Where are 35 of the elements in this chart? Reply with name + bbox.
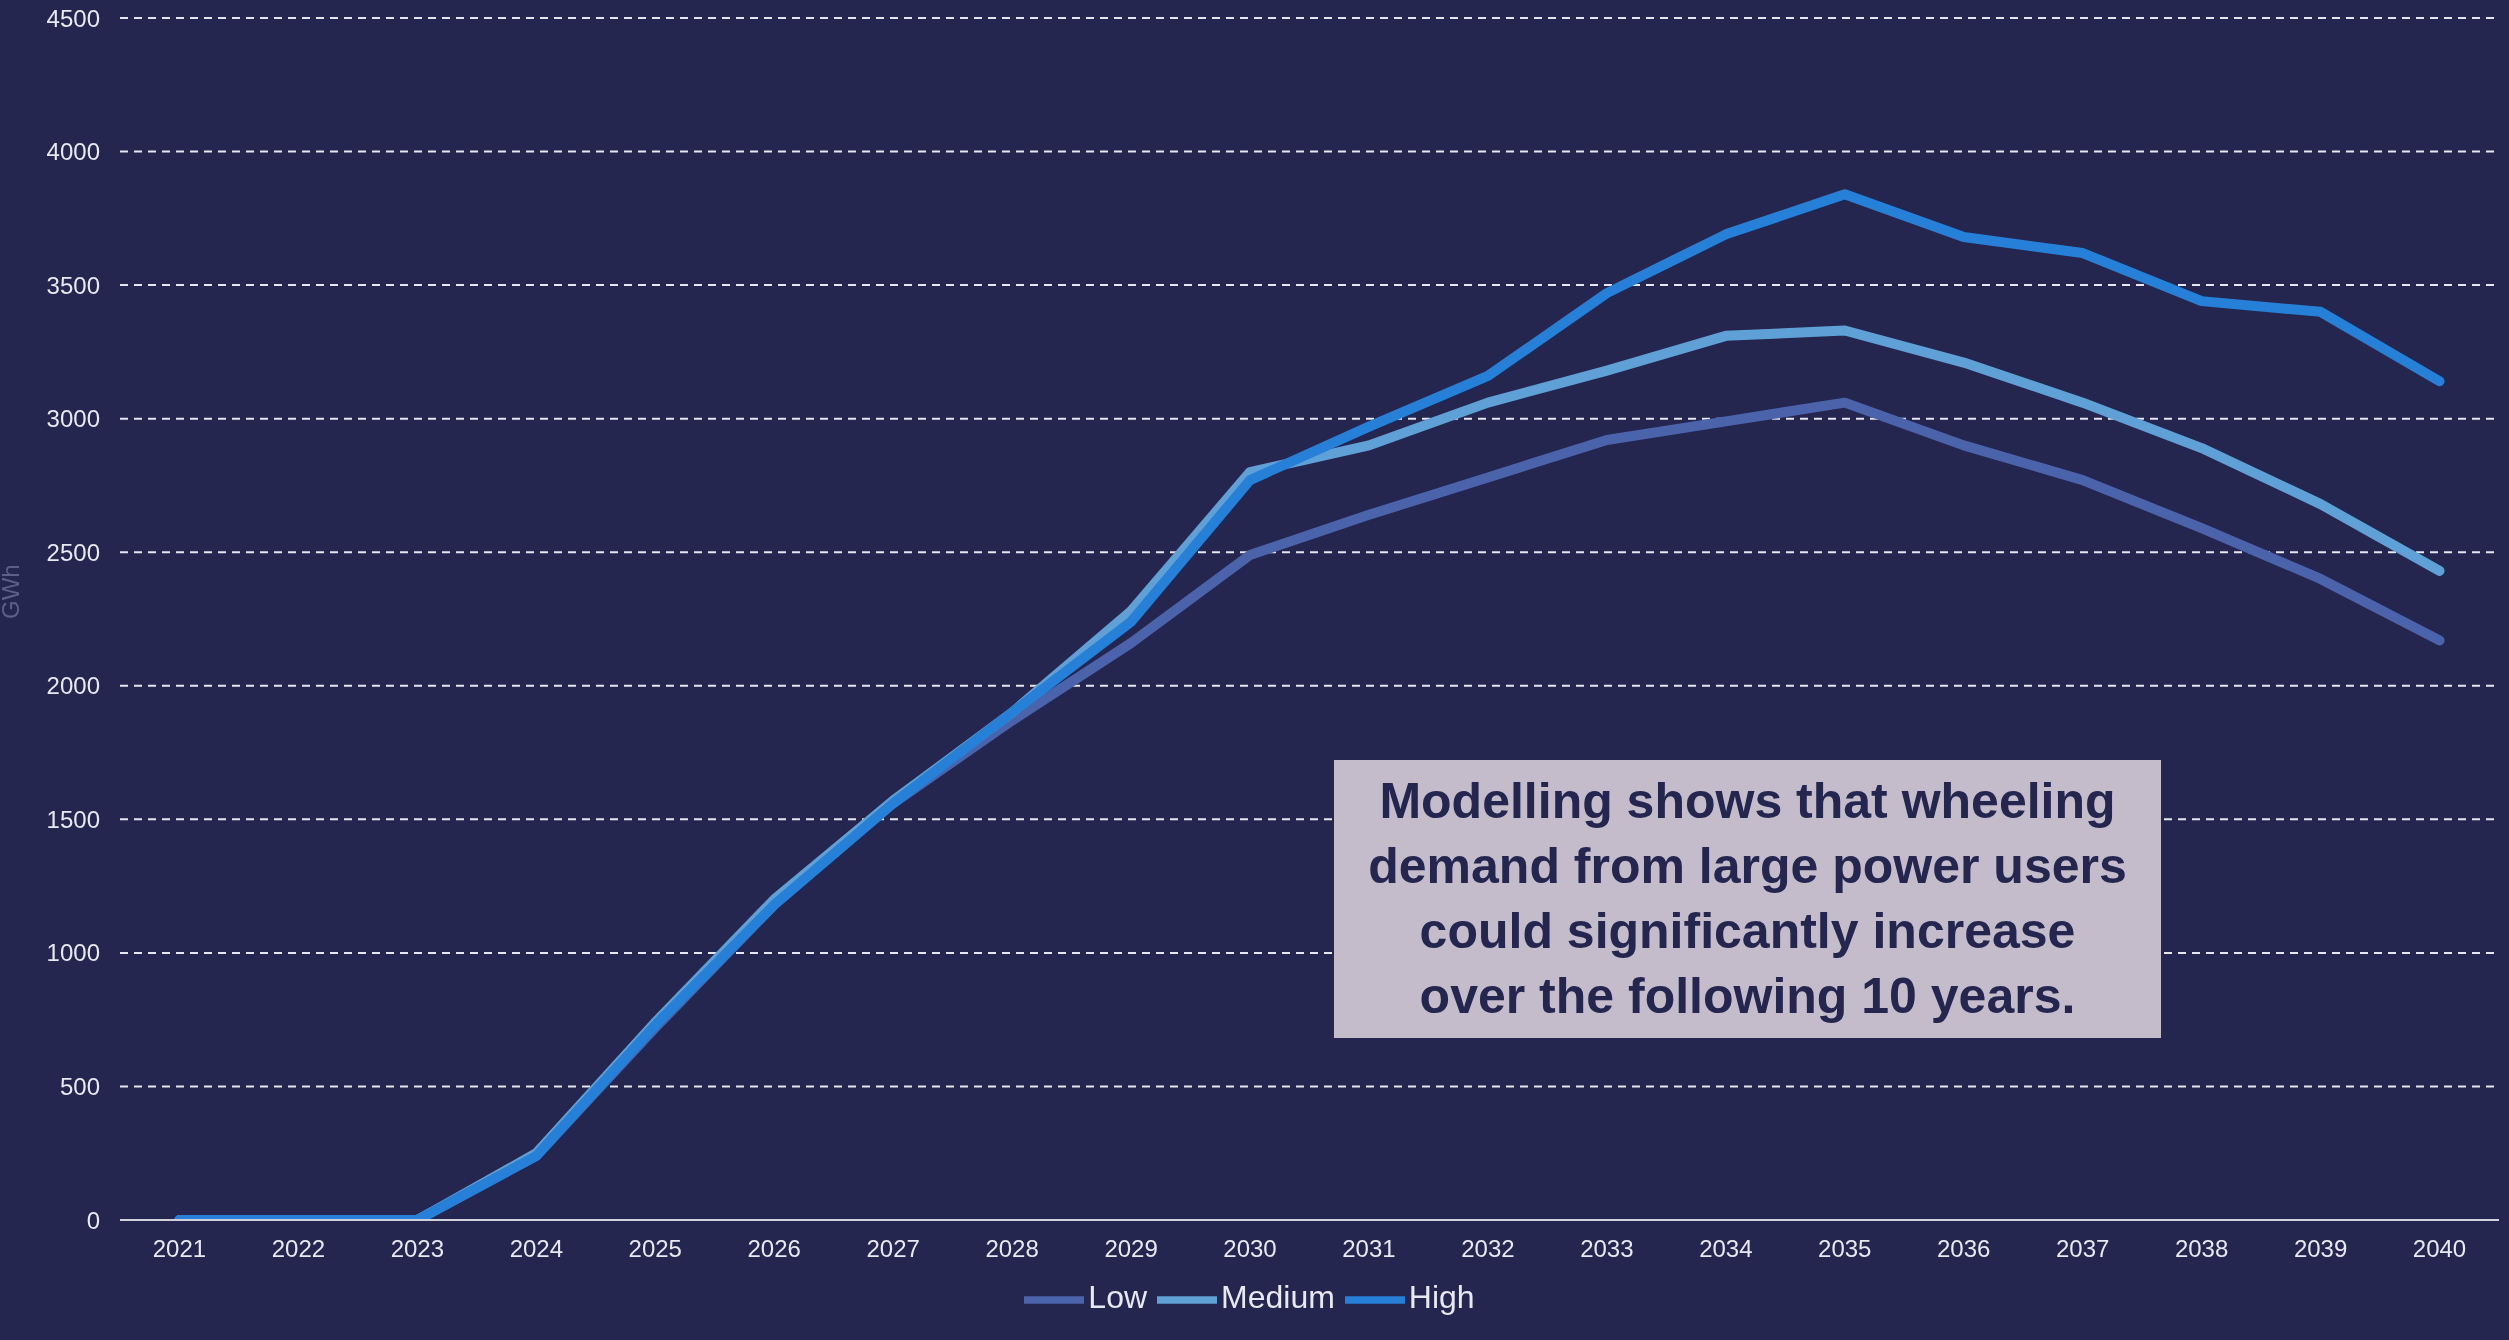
x-tick-label: 2028 <box>985 1235 1039 1263</box>
legend-label: High <box>1408 1279 1475 1316</box>
legend-label: Low <box>1088 1279 1148 1316</box>
legend-label: Medium <box>1221 1279 1335 1316</box>
x-tick-label: 2027 <box>866 1235 920 1263</box>
x-tick-label: 2029 <box>1104 1235 1158 1263</box>
y-tick-label: 4500 <box>46 4 100 32</box>
x-tick-label: 2034 <box>1699 1235 1753 1263</box>
x-tick-label: 2025 <box>628 1235 682 1263</box>
x-tick-label: 2035 <box>1818 1235 1872 1263</box>
y-tick-label: 1500 <box>46 805 100 833</box>
annotation: Modelling shows that wheeling demand from large power users could significantly increase over the following 10 years. <box>1334 760 2161 1038</box>
x-tick-label: 2031 <box>1342 1235 1396 1263</box>
y-tick-label: 1000 <box>46 939 100 967</box>
x-tick-label: 2021 <box>152 1235 207 1263</box>
x-tick-label: 2022 <box>271 1235 326 1263</box>
x-tick-label: 2036 <box>1937 1235 1991 1263</box>
x-tick-label: 2038 <box>2174 1235 2229 1263</box>
x-tick-label: 2037 <box>2055 1235 2110 1263</box>
x-tick-label: 2040 <box>2412 1235 2467 1263</box>
y-tick-label: 500 <box>59 1072 100 1100</box>
x-tick-label: 2033 <box>1580 1235 1634 1263</box>
y-tick-label: 4000 <box>46 138 100 166</box>
y-tick-label: 3000 <box>46 405 100 433</box>
x-tick-label: 2023 <box>390 1235 445 1263</box>
x-tick-label: 2024 <box>509 1235 564 1263</box>
y-tick-label: 2500 <box>46 538 100 566</box>
y-axis-title: GWh <box>0 564 24 619</box>
x-tick-label: 2026 <box>747 1235 801 1263</box>
y-tick-label: 2000 <box>46 672 100 700</box>
x-tick-label: 2030 <box>1223 1235 1277 1263</box>
x-tick-label: 2032 <box>1461 1235 1515 1263</box>
y-tick-label: 3500 <box>46 271 100 299</box>
y-tick-label: 0 <box>86 1206 100 1234</box>
x-tick-label: 2039 <box>2293 1235 2348 1263</box>
